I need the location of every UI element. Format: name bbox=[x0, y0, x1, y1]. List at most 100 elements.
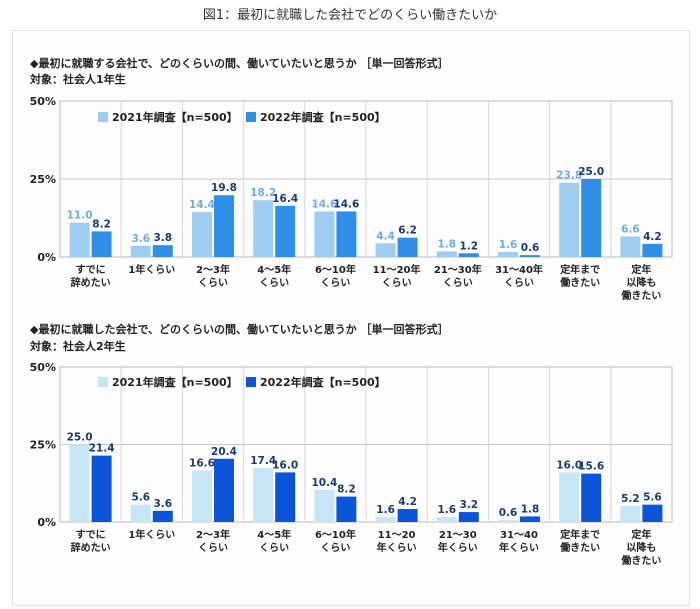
category-label: 11～20年 bbox=[373, 263, 421, 276]
category-label: 働きたい bbox=[620, 289, 661, 302]
category-label: 2～3年 bbox=[196, 528, 230, 541]
category-label: すでに bbox=[76, 529, 106, 541]
bar-2022 bbox=[91, 231, 112, 257]
category-label: 21～30 bbox=[439, 530, 477, 541]
bar-2021 bbox=[436, 251, 457, 257]
bar-2022 bbox=[642, 504, 663, 522]
data-label: 18.2 bbox=[250, 187, 276, 199]
category-label: 11～20 bbox=[378, 530, 416, 541]
bar-2021 bbox=[498, 520, 518, 522]
category-label: くらい bbox=[198, 277, 228, 289]
data-label: 20.4 bbox=[211, 446, 237, 458]
data-label: 4.2 bbox=[398, 496, 417, 508]
category-label: 年くらい bbox=[499, 541, 539, 554]
data-label: 6.2 bbox=[398, 225, 417, 237]
category-label: 6～10年 bbox=[315, 528, 356, 541]
chart-title: ◆最初に就職する会社で、どのくらいの間、働いていたいと思うか ［単一回答形式］ bbox=[30, 56, 449, 70]
category-label: くらい bbox=[320, 277, 350, 289]
bar-2021 bbox=[69, 222, 90, 257]
data-label: 8.2 bbox=[337, 484, 356, 496]
data-label: 0.6 bbox=[499, 507, 518, 519]
category-label: 年くらい bbox=[438, 541, 478, 554]
bar-2022 bbox=[214, 195, 234, 257]
category-label: 1年くらい bbox=[128, 528, 175, 541]
bar-2021 bbox=[498, 252, 518, 257]
data-label: 5.6 bbox=[643, 492, 662, 504]
chart-subtitle: 対象：社会人2年生 bbox=[29, 339, 126, 353]
category-label: くらい bbox=[504, 277, 534, 289]
category-label: くらい bbox=[443, 277, 473, 289]
data-label: 15.6 bbox=[578, 461, 604, 473]
data-label: 17.4 bbox=[250, 455, 276, 467]
chart-title: ◆最初に就職した会社で、どのくらいの間、働いていたいと思うか ［単一回答形式］ bbox=[30, 322, 449, 336]
category-label: くらい bbox=[382, 277, 412, 289]
category-label: 定年まで bbox=[560, 528, 600, 541]
category-label: 1年くらい bbox=[128, 263, 175, 276]
bar-2022 bbox=[397, 508, 418, 522]
y-tick-label: 0% bbox=[37, 251, 56, 264]
data-label: 19.8 bbox=[211, 182, 237, 194]
data-label: 11.0 bbox=[67, 210, 93, 222]
category-label: 辞めたい bbox=[71, 276, 111, 289]
bar-2022 bbox=[214, 458, 234, 522]
bar-2022 bbox=[336, 496, 357, 522]
bar-2021 bbox=[559, 182, 580, 257]
data-label: 25.0 bbox=[67, 432, 93, 444]
data-label: 8.2 bbox=[92, 218, 111, 230]
data-label: 14.6 bbox=[311, 198, 337, 210]
bar-2021 bbox=[436, 517, 457, 522]
bar-2021 bbox=[375, 243, 396, 257]
data-label: 16.4 bbox=[272, 193, 298, 205]
bar-2022 bbox=[397, 237, 418, 257]
data-label: 5.2 bbox=[621, 493, 640, 505]
category-label: くらい bbox=[259, 277, 289, 289]
data-label: 25.0 bbox=[578, 166, 604, 178]
legend-swatch bbox=[246, 377, 256, 387]
data-label: 1.2 bbox=[459, 240, 478, 252]
y-tick-label: 0% bbox=[37, 516, 56, 529]
bar-2021 bbox=[620, 236, 641, 257]
category-label: 以降も bbox=[626, 541, 656, 554]
category-label: 働きたい bbox=[620, 554, 661, 567]
bar-2021 bbox=[314, 211, 335, 257]
category-label: 21～30年 bbox=[434, 263, 482, 276]
category-label: 働きたい bbox=[559, 541, 600, 554]
y-tick-label: 25% bbox=[30, 173, 56, 186]
category-label: 定年まで bbox=[560, 263, 600, 276]
data-label: 16.0 bbox=[272, 459, 298, 471]
y-tick-label: 50% bbox=[30, 95, 56, 108]
bar-2022 bbox=[91, 455, 112, 522]
bar-2022 bbox=[581, 473, 602, 522]
data-label: 21.4 bbox=[89, 443, 115, 455]
bar-2021 bbox=[620, 505, 641, 522]
data-label: 10.4 bbox=[311, 477, 337, 489]
category-label: 2～3年 bbox=[196, 263, 230, 276]
figure-title: 図1：最初に就職した会社でどのくらい働きたいか bbox=[202, 8, 498, 23]
category-label: 31～40年 bbox=[495, 263, 543, 276]
legend-label: 2021年調査【n=500】 bbox=[112, 110, 238, 124]
category-label: 働きたい bbox=[559, 276, 600, 289]
bar-2021 bbox=[192, 470, 212, 522]
y-tick-label: 50% bbox=[30, 361, 56, 374]
chart-subtitle: 対象：社会人1年生 bbox=[29, 72, 126, 86]
bar-2022 bbox=[642, 243, 663, 257]
bar-2022 bbox=[275, 205, 296, 257]
category-label: 以降も bbox=[626, 276, 656, 289]
bar-2021 bbox=[314, 489, 335, 522]
data-label: 3.6 bbox=[153, 498, 172, 510]
legend-label: 2022年調査【n=500】 bbox=[260, 375, 386, 389]
category-label: 4～5年 bbox=[257, 528, 291, 541]
bar-2022 bbox=[152, 245, 173, 257]
data-label: 1.8 bbox=[521, 503, 540, 515]
data-label: 0.6 bbox=[521, 242, 540, 254]
bar-2021 bbox=[69, 444, 90, 522]
legend-swatch bbox=[246, 112, 256, 122]
bar-2021 bbox=[192, 212, 212, 257]
bar-2021 bbox=[559, 472, 580, 522]
category-label: くらい bbox=[259, 542, 289, 554]
category-label: すでに bbox=[76, 264, 106, 276]
data-label: 14.4 bbox=[189, 199, 215, 211]
category-label: くらい bbox=[320, 542, 350, 554]
data-label: 1.6 bbox=[376, 504, 395, 516]
legend-swatch bbox=[98, 377, 108, 387]
